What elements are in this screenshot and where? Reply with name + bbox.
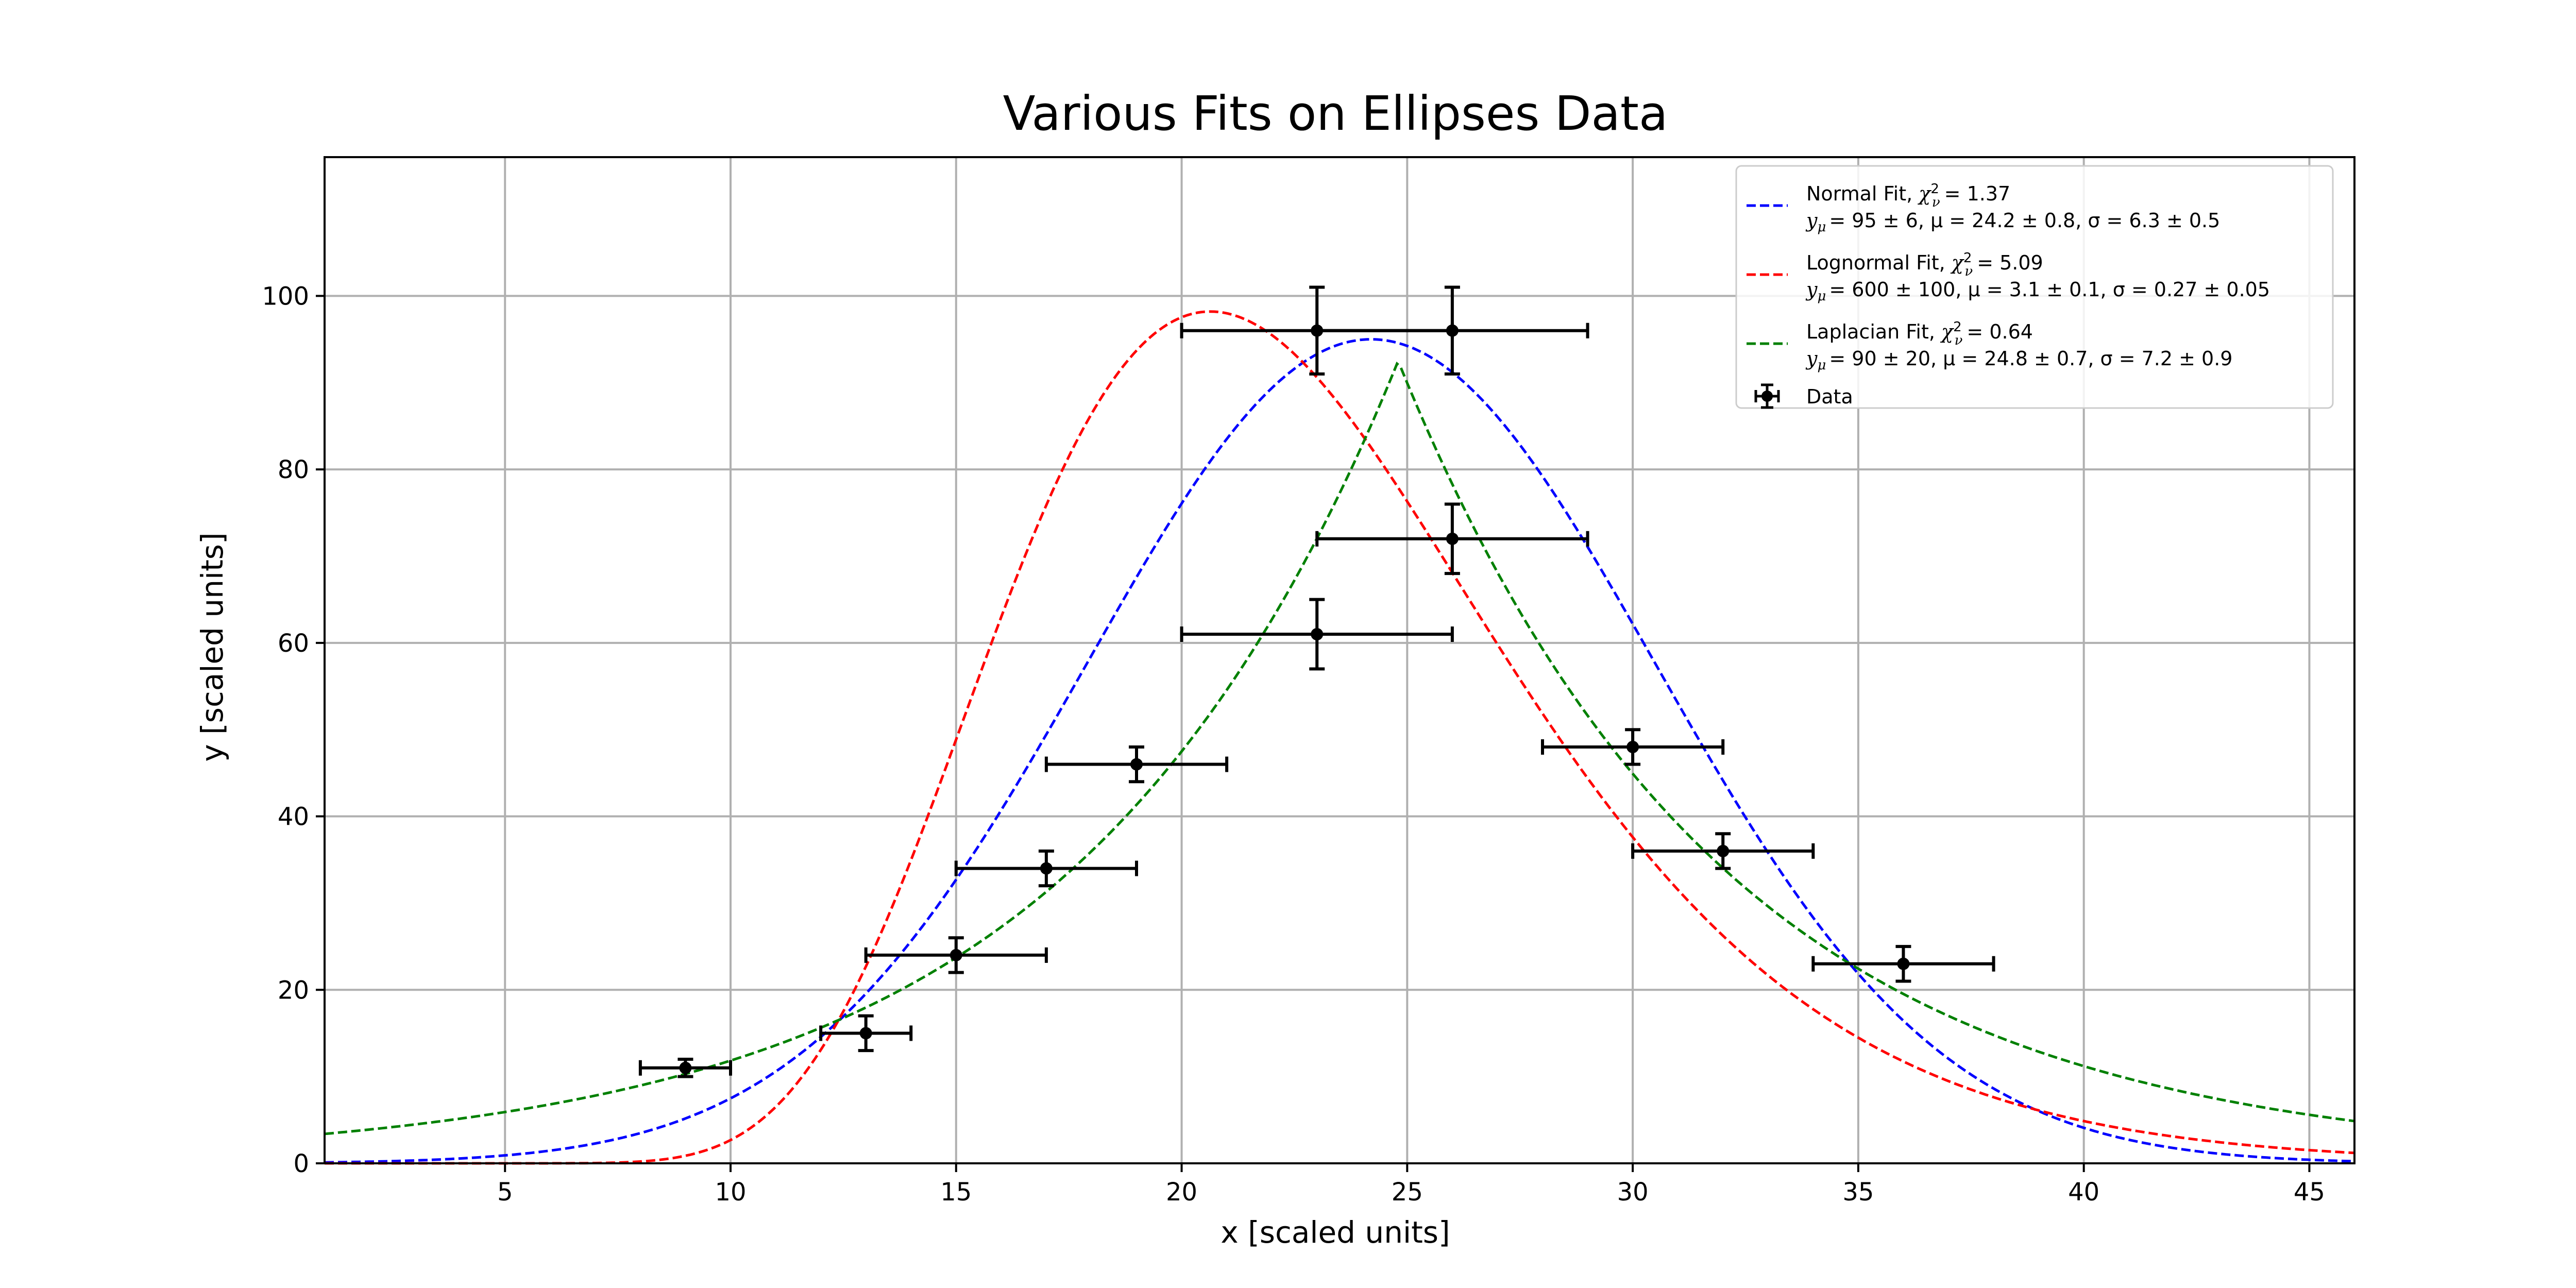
data-marker [1897,957,1910,970]
x-tick-label: 20 [1166,1178,1197,1207]
data-marker [1446,324,1459,337]
data-point [1631,832,1815,870]
laplacian-fit-curve [324,361,2355,1136]
legend-data-marker [1761,391,1773,402]
data-point [638,1057,732,1078]
data-marker [1626,740,1639,753]
x-tick-label: 25 [1392,1178,1423,1207]
y-tick-label: 20 [278,976,309,1005]
data-point [1044,745,1229,784]
x-tick-label: 5 [497,1178,513,1207]
data-point [1315,285,1589,376]
legend-label-line2: yμ = 600 ± 100, μ = 3.1 ± 0.1, σ = 0.27 ±… [1805,278,2270,304]
legend-label-line1: Laplacian Fit, χ2 ν = 0.64 [1806,319,2033,348]
x-tick-label: 40 [2068,1178,2099,1207]
data-marker [1717,844,1730,857]
y-tick-label: 100 [262,282,309,311]
x-axis-label: x [scaled units] [1221,1215,1450,1250]
data-point [819,1014,913,1053]
y-tick-label: 80 [278,455,309,484]
x-tick-label: 35 [1842,1178,1874,1207]
chart-title: Various Fits on Ellipses Data [1003,86,1668,141]
y-axis-label: y [scaled units] [195,532,230,761]
x-tick-label: 10 [715,1178,746,1207]
lognormal-fit-curve [325,310,2355,1165]
fit-curves [324,310,2355,1165]
data-marker [679,1061,692,1074]
data-points [638,285,1995,1078]
data-point [864,936,1048,974]
legend-label-line1: Normal Fit, χ2 ν = 1.37 [1806,181,2010,210]
legend-entry-data: Data [1754,383,1853,409]
legend-label-line1: Lognormal Fit, χ2 ν = 5.09 [1806,250,2043,279]
data-point [1315,502,1589,575]
data-point [1811,945,1995,983]
data-point [954,849,1138,888]
legend-label-line2: yμ = 95 ± 6, μ = 24.2 ± 0.8, σ = 6.3 ± 0.… [1805,209,2220,235]
y-tick-label: 40 [278,803,309,832]
data-point [1541,728,1725,766]
x-tick-label: 30 [1617,1178,1649,1207]
data-marker [1311,628,1324,640]
y-tick-label: 0 [293,1149,309,1178]
legend-box [1735,165,2334,409]
y-tick-label: 60 [278,629,309,658]
data-marker [859,1027,872,1040]
plot-frame [324,156,2355,1164]
data-marker [1446,532,1459,545]
data-point [1180,598,1454,671]
legend-label-line2: yμ = 90 ± 20, μ = 24.8 ± 0.7, σ = 7.2 ± 0… [1805,347,2232,373]
normal-fit-curve [324,338,2355,1164]
legend-label-data: Data [1806,385,1853,408]
data-marker [1040,862,1053,875]
axis-ticks: 5 10 15 20 25 30 35 40 45 0 20 40 60 80 100 [262,282,2325,1207]
data-marker [950,948,962,961]
data-marker [1130,758,1143,771]
x-tick-label: 15 [940,1178,972,1207]
x-tick-label: 45 [2294,1178,2325,1207]
